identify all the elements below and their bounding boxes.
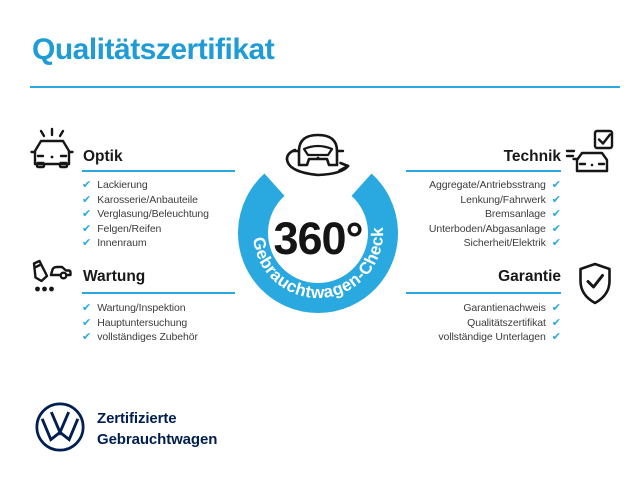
- check-icon: ✔: [82, 193, 92, 206]
- list-item: ✔ Innenraum: [82, 237, 209, 252]
- brand-line-1: Zertifizierte: [97, 410, 177, 427]
- check-icon: ✔: [551, 331, 561, 344]
- list-item-label: Bremsanlage: [485, 208, 546, 221]
- list-item: Garantienachweis ✔: [340, 302, 561, 317]
- list-item-label: Qualitätszertifikat: [467, 316, 546, 329]
- check-icon: ✔: [551, 237, 561, 250]
- shield-check-icon: [572, 260, 618, 312]
- list-item: vollständige Unterlagen ✔: [340, 331, 561, 346]
- list-item: Lenkung/Fahrwerk ✔: [340, 194, 561, 209]
- degree-label: 360°: [273, 213, 363, 264]
- title-divider: [30, 86, 620, 88]
- list-item: ✔ Verglasung/Beleuchtung: [82, 208, 209, 223]
- list-item: ✔ Hauptuntersuchung: [82, 317, 198, 332]
- check-icon: ✔: [82, 237, 92, 250]
- page-title: Qualitätszertifikat: [32, 33, 275, 66]
- list-item: Qualitätszertifikat ✔: [340, 317, 561, 332]
- check-icon: ✔: [82, 208, 92, 221]
- list-item: Sicherheit/Elektrik ✔: [340, 237, 561, 252]
- checklist-wartung: ✔ Wartung/Inspektion ✔ Hauptuntersuchung…: [82, 302, 198, 346]
- checklist-optik: ✔ Lackierung ✔ Karosserie/Anbauteile ✔ V…: [82, 179, 209, 252]
- section-divider-optik: [82, 170, 235, 172]
- list-item: ✔ Wartung/Inspektion: [82, 302, 198, 317]
- list-item-label: Felgen/Reifen: [97, 222, 162, 235]
- checklist-garantie: Garantienachweis ✔ Qualitätszertifikat ✔…: [340, 302, 561, 346]
- section-divider-technik: [406, 170, 561, 172]
- car-checkbox-icon: [564, 126, 618, 180]
- section-divider-wartung: [82, 292, 235, 294]
- check-icon: ✔: [82, 179, 92, 191]
- list-item-label: Lackierung: [97, 179, 148, 191]
- list-item: ✔ Felgen/Reifen: [82, 223, 209, 238]
- section-title-technik: Technik: [503, 148, 561, 165]
- list-item: ✔ Lackierung: [82, 179, 209, 194]
- list-item: Unterboden/Abgasanlage ✔: [340, 223, 561, 238]
- check-icon: ✔: [82, 331, 92, 344]
- section-title-garantie: Garantie: [498, 268, 561, 285]
- list-item-label: Aggregate/Antriebsstrang: [429, 179, 546, 191]
- list-item: ✔ Karosserie/Anbauteile: [82, 194, 209, 209]
- check-icon: ✔: [551, 316, 561, 329]
- check-icon: ✔: [551, 302, 561, 314]
- list-item-label: vollständiges Zubehör: [97, 331, 198, 344]
- check-icon: ✔: [551, 193, 561, 206]
- 360-check-ring: Gebrauchtwagen-Check: [238, 173, 398, 313]
- list-item-label: Unterboden/Abgasanlage: [428, 222, 546, 235]
- list-item: Bremsanlage ✔: [340, 208, 561, 223]
- check-icon: ✔: [551, 208, 561, 221]
- list-item-label: Hauptuntersuchung: [97, 316, 188, 329]
- list-item-label: Innenraum: [97, 237, 147, 250]
- list-item-label: Sicherheit/Elektrik: [463, 237, 546, 250]
- check-icon: ✔: [82, 222, 92, 235]
- list-item-label: Garantienachweis: [463, 302, 546, 314]
- list-item-label: Lenkung/Fahrwerk: [460, 193, 546, 206]
- section-divider-garantie: [406, 292, 561, 294]
- check-icon: ✔: [551, 222, 561, 235]
- vw-logo: [33, 400, 87, 454]
- list-item-label: Wartung/Inspektion: [97, 302, 186, 314]
- list-item: ✔ vollständiges Zubehör: [82, 331, 198, 346]
- check-icon: ✔: [82, 316, 92, 329]
- checklist-technik: Aggregate/Antriebsstrang ✔ Lenkung/Fahrw…: [340, 179, 561, 252]
- service-checklist-icon: [22, 256, 76, 310]
- list-item: Aggregate/Antriebsstrang ✔: [340, 179, 561, 194]
- list-item-label: Karosserie/Anbauteile: [97, 193, 198, 206]
- brand-lockup: Zertifizierte Gebrauchtwagen: [97, 408, 217, 450]
- section-title-optik: Optik: [83, 148, 123, 165]
- check-icon: ✔: [551, 179, 561, 191]
- car-rotation-icon: [278, 124, 358, 190]
- list-item-label: Verglasung/Beleuchtung: [97, 208, 209, 221]
- list-item-label: vollständige Unterlagen: [438, 331, 546, 344]
- car-shine-icon: [26, 126, 78, 178]
- check-icon: ✔: [82, 302, 92, 314]
- brand-line-2: Gebrauchtwagen: [97, 431, 218, 448]
- section-title-wartung: Wartung: [83, 268, 146, 285]
